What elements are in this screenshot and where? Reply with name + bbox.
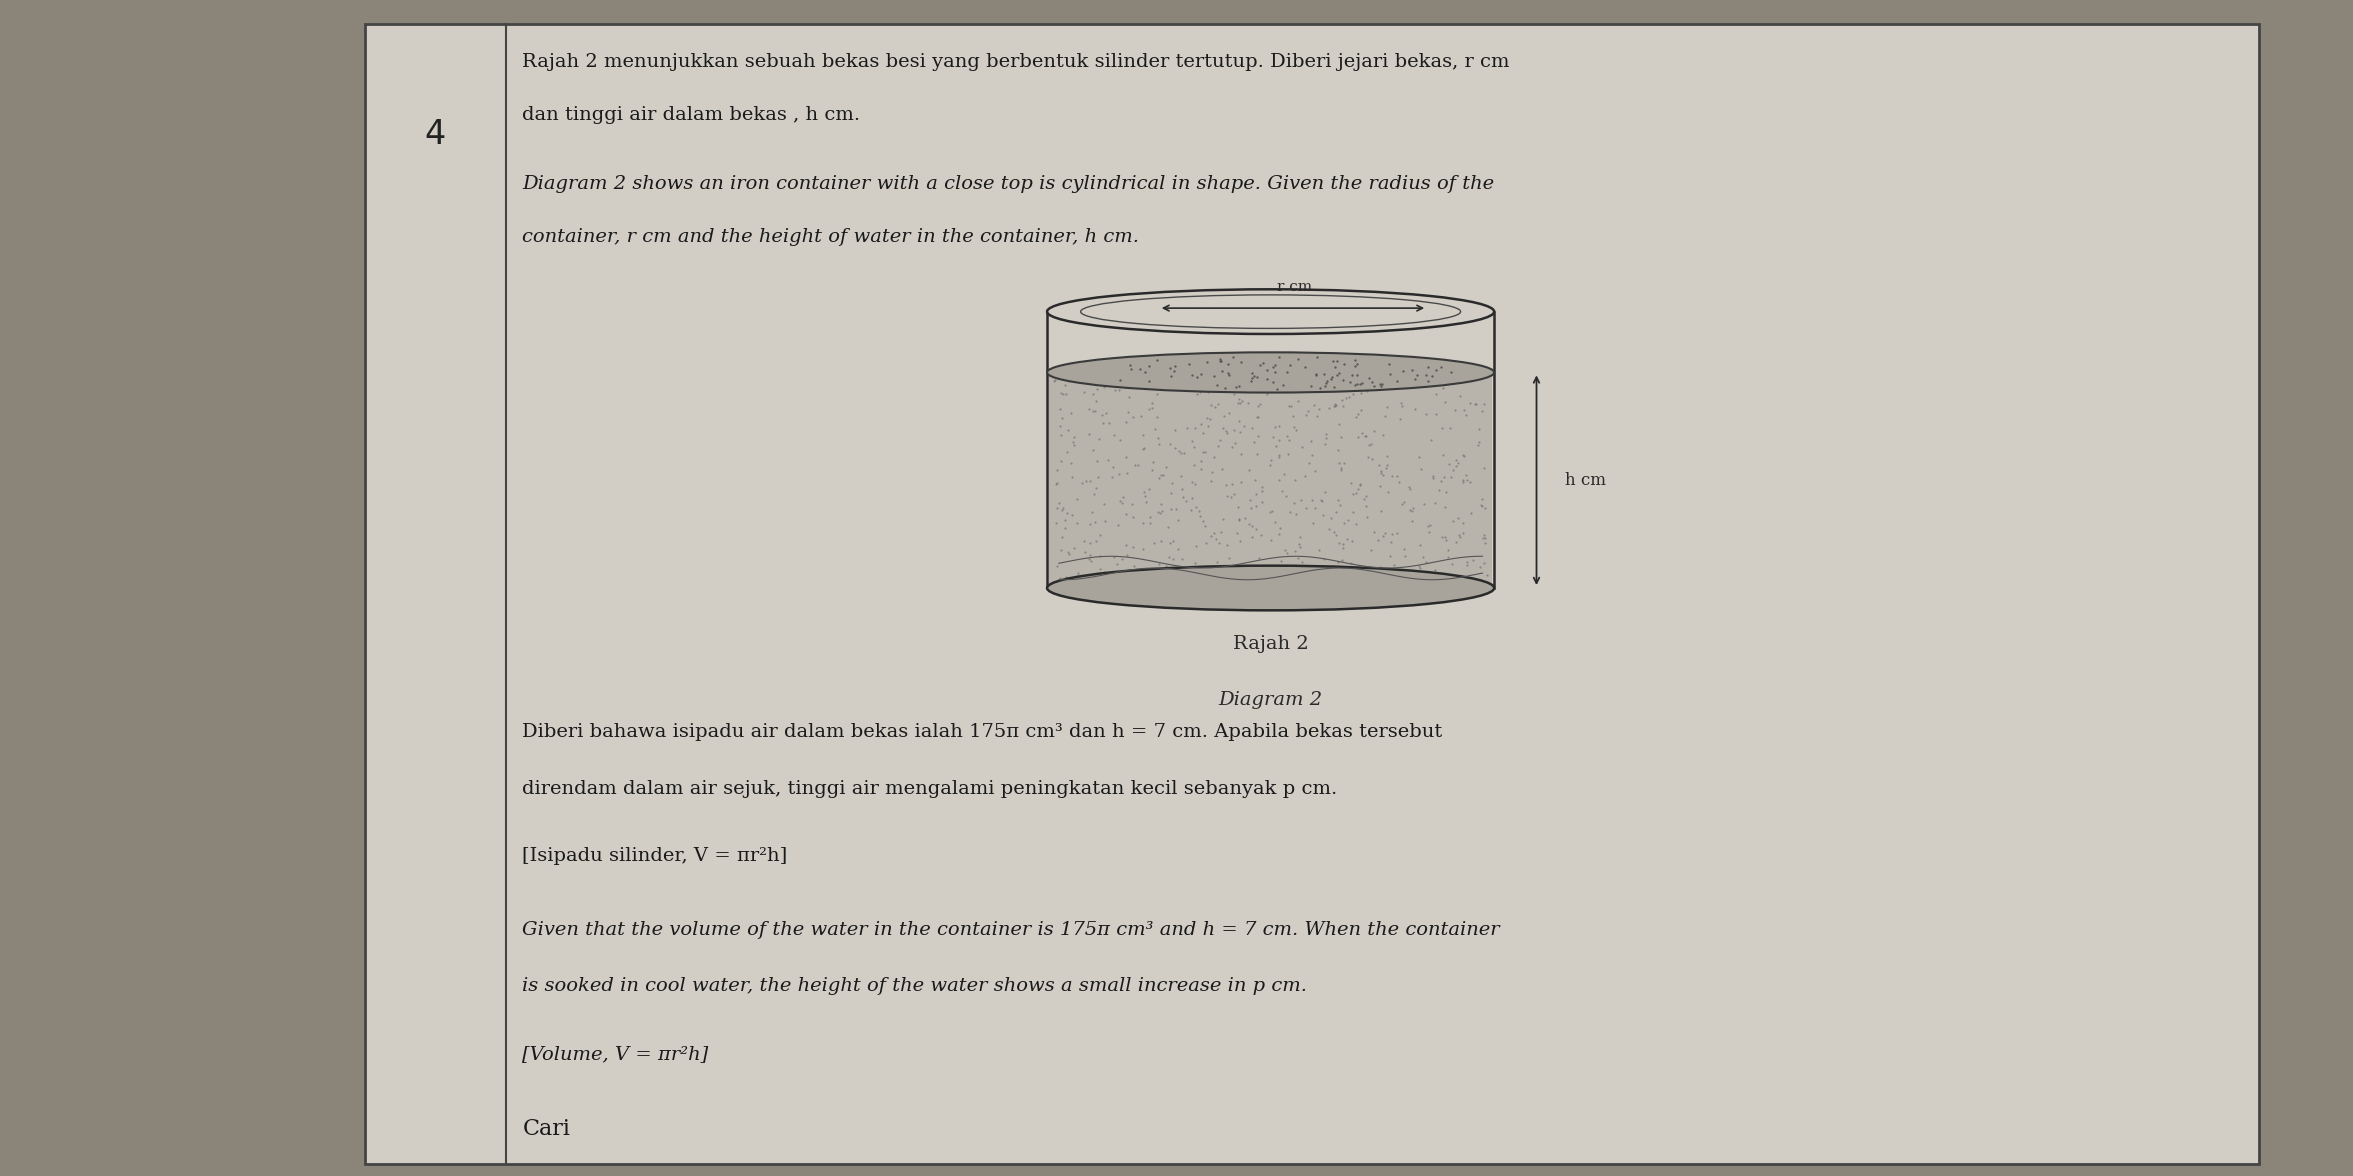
- Text: Rajah 2: Rajah 2: [1233, 635, 1308, 653]
- FancyBboxPatch shape: [365, 24, 2259, 1164]
- Text: container, r cm and the height of water in the container, h cm.: container, r cm and the height of water …: [522, 228, 1139, 246]
- Ellipse shape: [1047, 566, 1494, 610]
- Ellipse shape: [1047, 289, 1494, 334]
- Text: Cari: Cari: [522, 1118, 569, 1141]
- Text: h cm: h cm: [1565, 472, 1605, 489]
- Text: 4: 4: [424, 118, 447, 151]
- FancyBboxPatch shape: [1024, 259, 1518, 594]
- Text: [Isipadu silinder, V = πr²h]: [Isipadu silinder, V = πr²h]: [522, 848, 788, 866]
- Text: dan tinggi air dalam bekas , h cm.: dan tinggi air dalam bekas , h cm.: [522, 106, 861, 123]
- Text: Diagram 2: Diagram 2: [1219, 691, 1322, 709]
- Ellipse shape: [1080, 295, 1461, 328]
- Text: Diberi bahawa isipadu air dalam bekas ialah 175π cm³ dan h = 7 cm. Apabila bekas: Diberi bahawa isipadu air dalam bekas ia…: [522, 723, 1442, 741]
- Text: Rajah 2 menunjukkan sebuah bekas besi yang berbentuk silinder tertutup. Diberi j: Rajah 2 menunjukkan sebuah bekas besi ya…: [522, 53, 1511, 71]
- Text: Given that the volume of the water in the container is 175π cm³ and h = 7 cm. Wh: Given that the volume of the water in th…: [522, 921, 1499, 938]
- FancyBboxPatch shape: [1047, 312, 1494, 588]
- Text: direndam dalam air sejuk, tinggi air mengalami peningkatan kecil sebanyak p cm.: direndam dalam air sejuk, tinggi air men…: [522, 780, 1337, 797]
- Text: [Volume, V = πr²h]: [Volume, V = πr²h]: [522, 1045, 708, 1063]
- Text: Diagram 2 shows an iron container with a close top is cylindrical in shape. Give: Diagram 2 shows an iron container with a…: [522, 175, 1494, 193]
- Text: r cm: r cm: [1278, 280, 1311, 294]
- Ellipse shape: [1047, 353, 1494, 393]
- Text: is sooked in cool water, the height of the water shows a small increase in p cm.: is sooked in cool water, the height of t…: [522, 977, 1308, 995]
- FancyBboxPatch shape: [1049, 373, 1492, 588]
